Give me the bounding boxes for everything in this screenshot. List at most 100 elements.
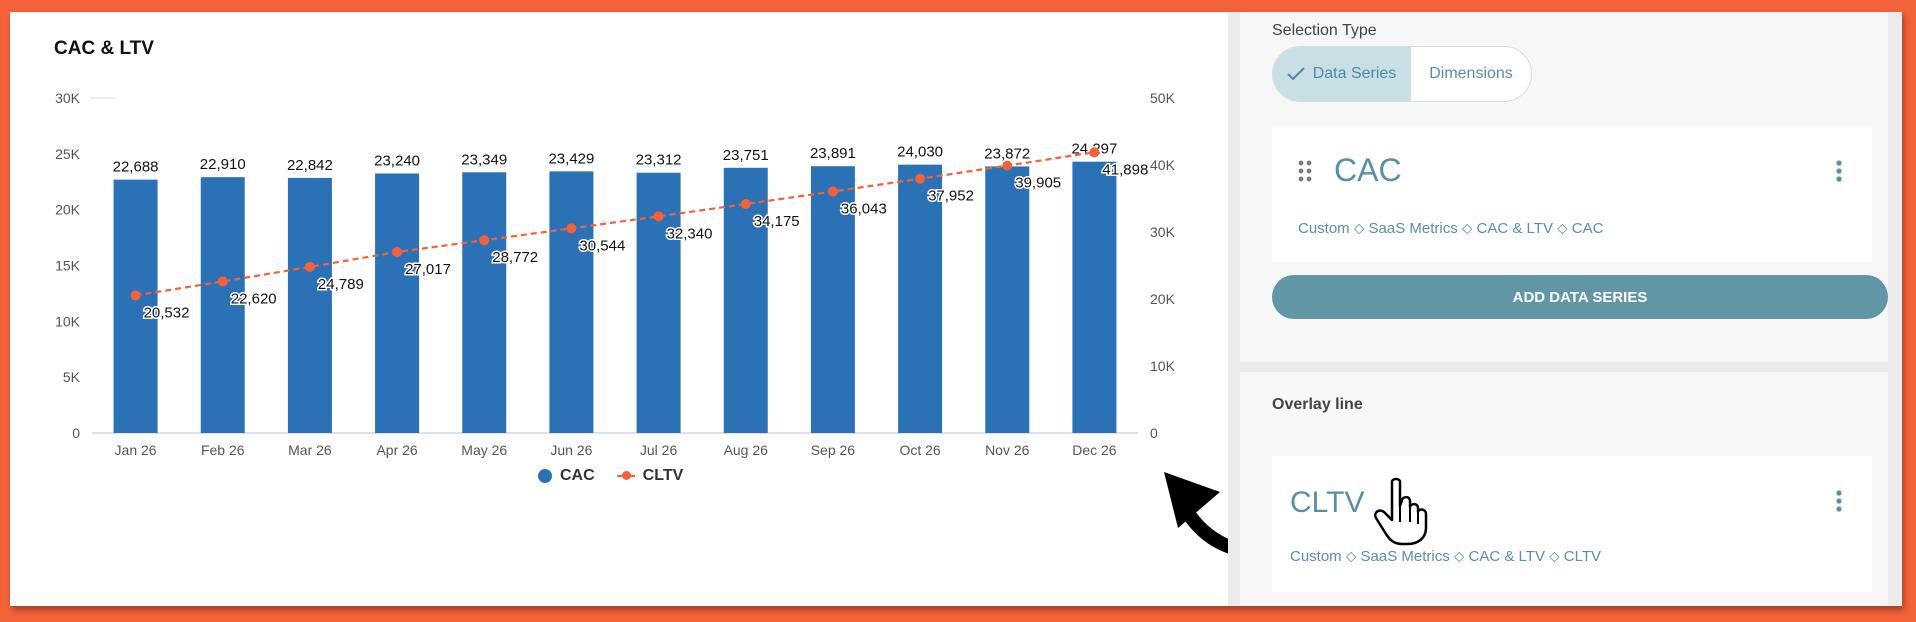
data-series-name: CAC <box>1334 152 1402 188</box>
legend-item-cltv[interactable]: CLTV <box>616 467 684 485</box>
cltv-data-label: 28,772 <box>492 249 538 266</box>
y-left-tick-label: 5K <box>63 369 81 385</box>
cac-data-label: 23,429 <box>548 150 594 167</box>
data-series-path[interactable]: Custom ⬦ SaaS Metrics ⬦ CAC & LTV ⬦ CAC <box>1298 220 1604 237</box>
add-data-series-button[interactable]: ADD DATA SERIES <box>1272 275 1888 319</box>
cac-bar <box>549 171 594 433</box>
cac-data-label: 23,312 <box>636 152 682 169</box>
x-tick-label: Aug 26 <box>724 442 769 458</box>
cac-data-label: 22,910 <box>200 156 246 173</box>
overlay-series-card[interactable]: CLTV Custom ⬦ SaaS Metrics ⬦ CAC & LTV ⬦… <box>1272 456 1872 592</box>
cltv-data-label: 32,340 <box>667 225 713 242</box>
more-vertical-icon[interactable] <box>1836 160 1842 182</box>
x-tick-label: Jun 26 <box>550 442 592 458</box>
y-right-tick-label: 50K <box>1150 90 1176 106</box>
cltv-data-label: 37,952 <box>928 188 974 205</box>
y-right-tick-label: 0 <box>1150 425 1158 441</box>
cltv-data-label: 36,043 <box>841 201 887 218</box>
toggle-dimensions[interactable]: Dimensions <box>1411 47 1531 101</box>
x-tick-label: Feb 26 <box>201 442 245 458</box>
cac-data-label: 23,240 <box>374 152 420 169</box>
cac-bar <box>723 167 768 433</box>
cltv-point <box>653 211 664 222</box>
cltv-point <box>566 223 577 234</box>
cac-bar <box>898 164 943 434</box>
y-left-tick-label: 0 <box>72 425 80 441</box>
cltv-point <box>1002 160 1013 171</box>
cltv-legend-marker-icon <box>616 471 635 480</box>
cltv-point <box>827 186 838 197</box>
y-right-tick-label: 10K <box>1150 358 1176 374</box>
chart-legend: CAC CLTV <box>538 467 683 485</box>
cltv-point <box>740 199 751 210</box>
y-left-tick-label: 30K <box>55 90 81 106</box>
cltv-line <box>135 151 1095 297</box>
drag-handle-icon[interactable] <box>1298 160 1312 182</box>
x-tick-label: Mar 26 <box>288 442 332 458</box>
cltv-data-label: 24,789 <box>318 276 364 293</box>
x-tick-label: Apr 26 <box>376 442 417 458</box>
cac-bar <box>200 177 245 433</box>
cac-bar <box>1072 161 1117 433</box>
x-tick-label: Jul 26 <box>640 442 678 458</box>
chart-panel: CAC & LTV 0 5K 10K 15K 20K 25K 30K 0 10K 20K 30K 40… <box>10 12 1276 606</box>
overlay-series-path[interactable]: Custom ⬦ SaaS Metrics ⬦ CAC & LTV ⬦ CLTV <box>1290 548 1602 565</box>
cltv-point <box>304 261 315 272</box>
cac-data-label: 23,872 <box>984 145 1030 162</box>
cac-bar <box>287 177 332 433</box>
cltv-data-label: 27,017 <box>405 261 451 278</box>
toggle-data-series[interactable]: Data Series <box>1273 47 1411 101</box>
cac-bar <box>113 179 158 433</box>
overlay-line-label: Overlay line <box>1272 396 1363 413</box>
cac-ltv-chart: 0 5K 10K 15K 20K 25K 30K 0 10K 20K 30K 40K 50K 22,688… <box>55 90 1176 458</box>
selection-type-label: Selection Type <box>1272 22 1377 39</box>
cac-data-label: 23,751 <box>723 147 769 164</box>
overlay-card: Overlay line CLTV Custom ⬦ SaaS Metrics … <box>1240 372 1888 606</box>
cac-bar <box>985 166 1030 434</box>
selection-type-toggle: Data Series Dimensions <box>1272 46 1532 102</box>
legend-item-cac[interactable]: CAC <box>538 467 595 485</box>
cac-data-label: 22,688 <box>113 159 159 176</box>
cltv-point <box>130 290 141 301</box>
cltv-point <box>217 276 228 287</box>
cltv-data-label: 41,898 <box>1102 161 1148 178</box>
y-left-tick-label: 10K <box>55 313 81 329</box>
toggle-data-series-label: Data Series <box>1312 65 1397 82</box>
cac-data-label: 23,891 <box>810 145 856 162</box>
overlay-series-name[interactable]: CLTV <box>1290 486 1365 519</box>
cac-data-label: 23,349 <box>461 151 507 168</box>
chart-title: CAC & LTV <box>54 38 154 59</box>
cltv-data-label: 34,175 <box>754 213 800 230</box>
check-icon <box>1286 67 1305 81</box>
y-left-tick-label: 25K <box>55 146 81 162</box>
legend-label-cac: CAC <box>560 467 595 484</box>
y-right-tick-label: 20K <box>1150 291 1176 307</box>
data-series-card[interactable]: CAC Custom ⬦ SaaS Metrics ⬦ CAC & LTV ⬦ … <box>1272 126 1872 262</box>
cltv-point <box>915 173 926 184</box>
legend-label-cltv: CLTV <box>642 467 684 484</box>
x-tick-label: Dec 26 <box>1072 442 1117 458</box>
toggle-dimensions-label: Dimensions <box>1429 65 1513 82</box>
hand-pointer-icon <box>1374 477 1428 546</box>
x-tick-label: Jan 26 <box>115 442 157 458</box>
cac-data-label: 24,030 <box>897 144 943 161</box>
y-left-tick-label: 20K <box>55 202 81 218</box>
series-sidebar: Selection Type Data Series Dimensions <box>1228 12 1902 606</box>
cltv-data-label: 20,532 <box>144 304 190 321</box>
app-frame: CAC & LTV 0 5K 10K 15K 20K 25K 30K 0 10K 20K 30K 40… <box>10 12 1902 606</box>
cac-legend-marker-icon <box>538 469 552 483</box>
x-tick-label: Nov 26 <box>985 442 1030 458</box>
cltv-data-label: 39,905 <box>1015 175 1061 192</box>
cac-bar <box>462 172 507 433</box>
cltv-data-label: 22,620 <box>231 290 277 307</box>
x-tick-label: Oct 26 <box>899 442 940 458</box>
cltv-data-label: 30,544 <box>579 237 625 254</box>
y-right-tick-label: 30K <box>1150 224 1176 240</box>
cltv-point <box>392 246 403 257</box>
more-vertical-icon[interactable] <box>1836 490 1842 512</box>
cltv-point <box>479 235 490 246</box>
y-right-tick-label: 40K <box>1150 157 1176 173</box>
y-left-tick-label: 15K <box>55 258 81 274</box>
selection-card: Selection Type Data Series Dimensions <box>1240 12 1888 362</box>
cltv-point <box>1089 147 1100 158</box>
